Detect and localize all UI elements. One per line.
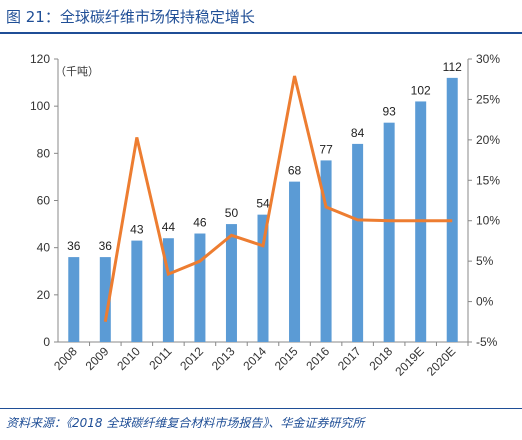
left-tick-label: 100: [30, 99, 50, 113]
bar: [352, 143, 364, 342]
x-tick-label: 2008: [51, 344, 80, 373]
bar-value-label: 68: [288, 164, 302, 178]
left-tick-label: 120: [30, 52, 50, 66]
left-tick-label: 40: [37, 241, 51, 255]
left-tick-label: 20: [37, 288, 51, 302]
bar: [257, 214, 269, 342]
bar-series: [68, 77, 458, 342]
bar: [68, 257, 80, 342]
bar-value-label: 44: [162, 220, 176, 234]
bar-value-label: 43: [130, 223, 144, 237]
bar: [162, 238, 174, 342]
figure-title: 图 21：全球碳纤维市场保持稳定增长: [6, 8, 255, 26]
right-tick-label: 25%: [476, 92, 500, 106]
bar: [320, 160, 332, 342]
bar: [446, 77, 458, 342]
x-tick-label: 2016: [303, 344, 332, 373]
bar: [383, 122, 395, 342]
bar: [194, 233, 206, 342]
x-tick-label: 2017: [335, 344, 364, 373]
right-tick-label: 15%: [476, 173, 500, 187]
right-tick-label: 30%: [476, 52, 500, 66]
bar-value-label: 93: [382, 105, 396, 119]
x-tick-label: 2020E: [424, 344, 458, 378]
bar: [131, 240, 143, 342]
x-tick-label: 2014: [240, 344, 269, 373]
right-tick-label: 10%: [476, 214, 500, 228]
title-divider: [0, 32, 522, 34]
right-tick-label: 0%: [476, 295, 494, 309]
bar-value-label: 36: [67, 239, 81, 253]
unit-label: （千吨）: [55, 65, 99, 78]
bar-value-label: 54: [256, 197, 270, 211]
x-tick-label: 2011: [146, 344, 174, 372]
x-tick-label: 2019E: [392, 344, 426, 378]
bar-value-label: 46: [193, 216, 207, 230]
growth-line-series: [103, 75, 453, 323]
bar-value-label: 102: [411, 83, 431, 97]
bar-value-label: 50: [225, 206, 239, 220]
bar-value-label: 84: [351, 126, 365, 140]
data-labels: 36 36 43 44 46 50 54 68 77 84 93 102 112: [67, 60, 462, 253]
bar-value-label: 77: [319, 142, 333, 156]
growth-line: [103, 75, 453, 323]
bar-value-label: 112: [443, 60, 462, 74]
bar: [99, 257, 111, 342]
right-tick-label: 5%: [476, 254, 494, 268]
x-tick-label: 2010: [114, 344, 143, 373]
source-divider: [0, 408, 522, 409]
left-tick-label: 60: [37, 194, 51, 208]
x-tick-label: 2009: [83, 344, 112, 373]
source-note: 资料来源：《2018 全球碳纤维复合材料市场报告》、华金证券研究所: [6, 416, 365, 430]
bar-value-label: 36: [99, 239, 113, 253]
x-tick-label: 2013: [209, 344, 238, 373]
right-tick-label: -5%: [476, 335, 498, 349]
left-tick-label: 80: [37, 146, 51, 160]
bar: [225, 224, 237, 342]
x-tick-label: 2015: [272, 344, 301, 373]
x-tick-label: 2012: [177, 344, 206, 373]
bar: [289, 181, 301, 342]
right-tick-label: 20%: [476, 133, 500, 147]
left-tick-label: 0: [43, 335, 50, 349]
